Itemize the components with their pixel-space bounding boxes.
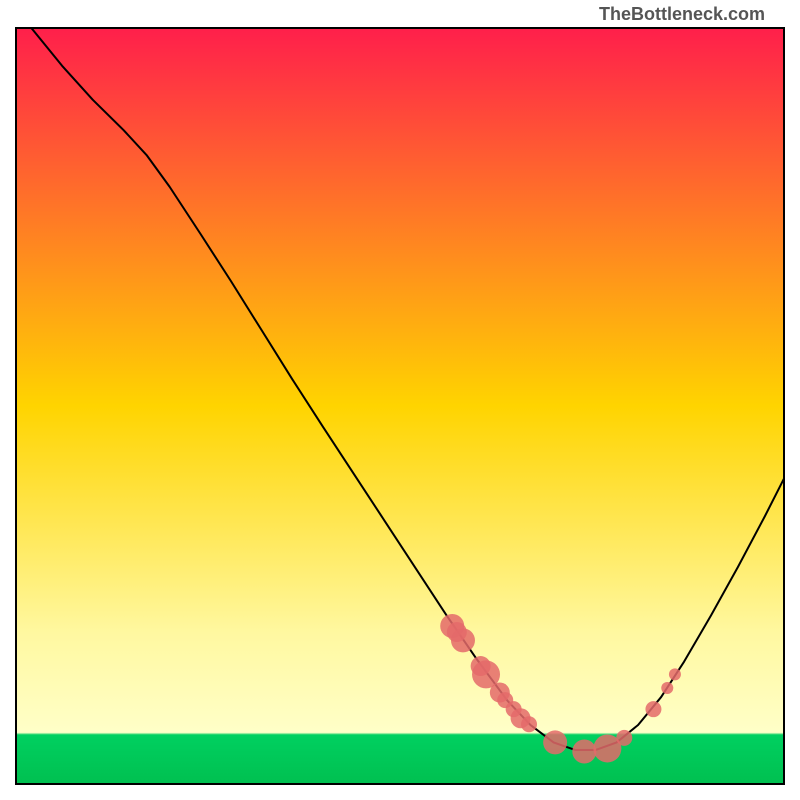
plot-background [16,28,784,784]
scatter-point [616,730,632,746]
scatter-point [572,739,596,763]
scatter-point [645,701,661,717]
bottleneck-chart: TheBottleneck.com [0,0,800,800]
scatter-point [451,628,475,652]
scatter-point [661,682,673,694]
scatter-point [543,730,567,754]
scatter-point [521,716,537,732]
scatter-point [669,668,681,680]
attribution-text: TheBottleneck.com [599,4,765,24]
